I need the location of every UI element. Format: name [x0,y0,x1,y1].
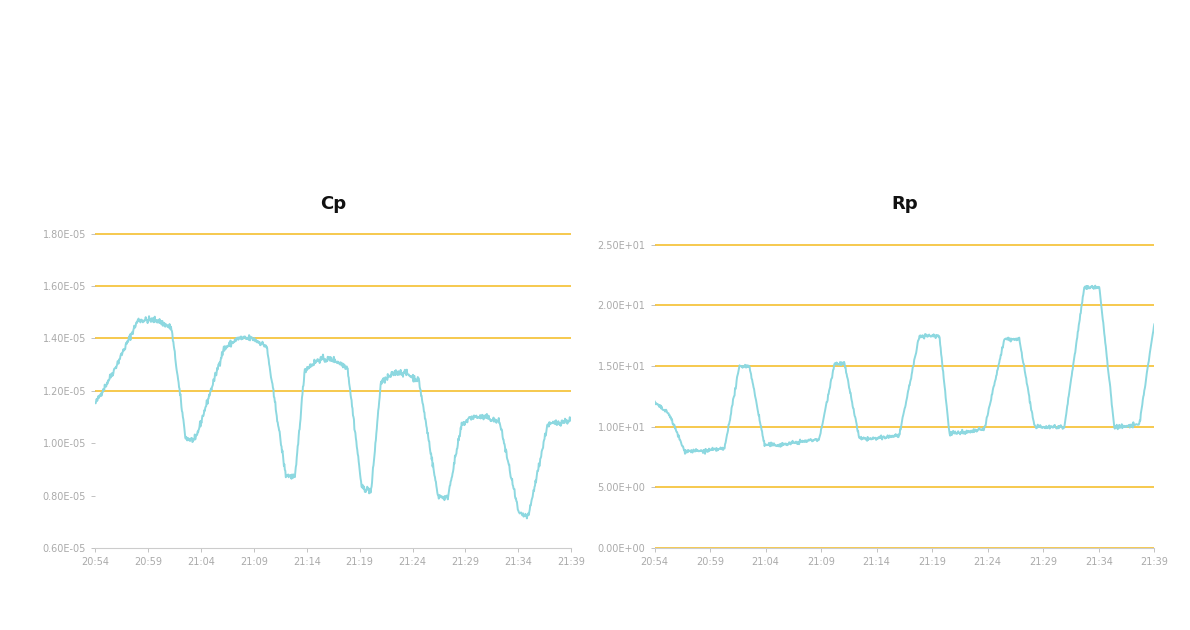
Title: Cp: Cp [320,195,346,214]
Title: Rp: Rp [891,195,917,214]
